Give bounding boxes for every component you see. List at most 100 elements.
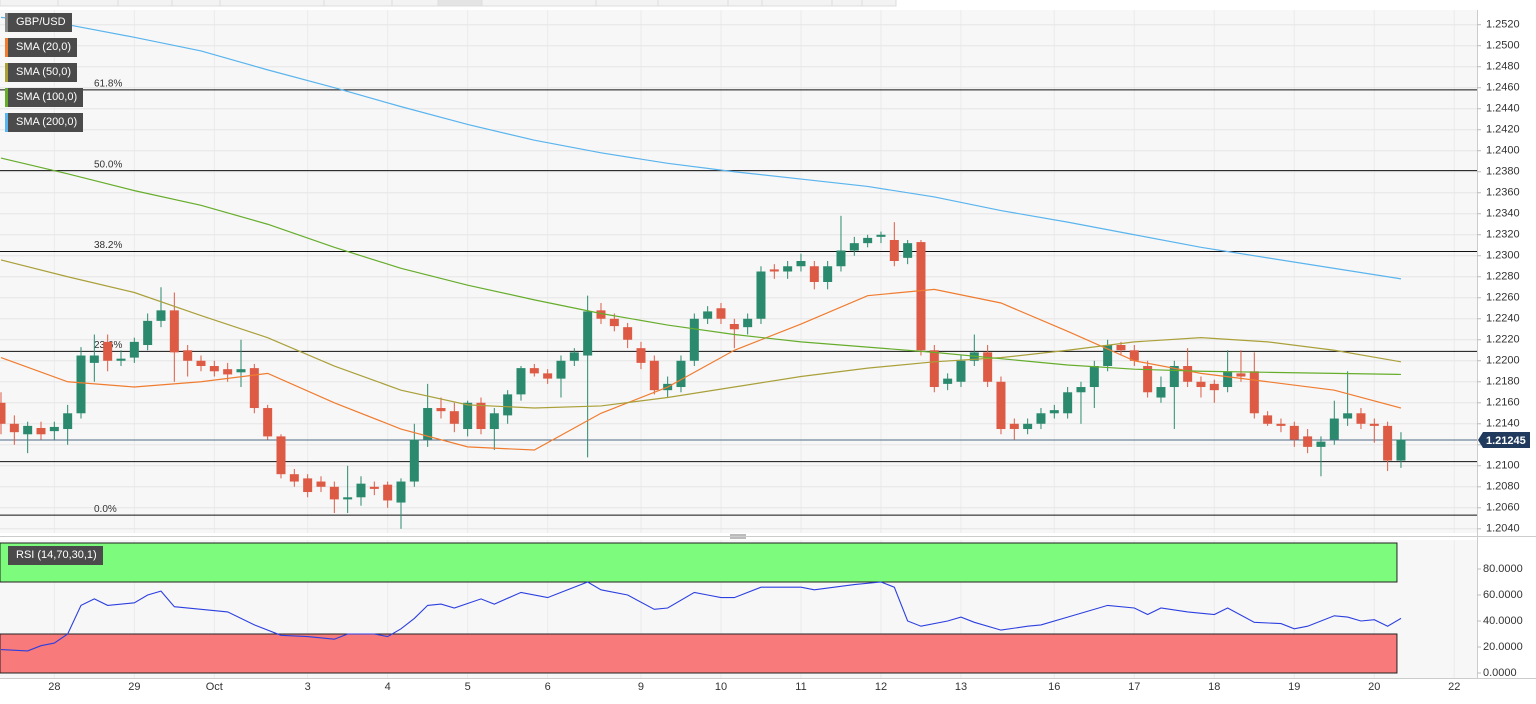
candle-body	[449, 411, 459, 424]
candle-body	[503, 394, 513, 416]
candle-body	[703, 311, 713, 319]
y-tick-label: 1.2500	[1486, 40, 1520, 52]
fib-level-label: 0.0%	[94, 504, 117, 515]
fib-level-label: 61.8%	[94, 78, 122, 89]
candle-body	[1316, 441, 1326, 447]
y-tick-label: 1.2180	[1486, 376, 1520, 388]
candle-body	[1063, 392, 1073, 414]
x-tick-label: 13	[955, 681, 967, 693]
legend-item[interactable]: SMA (100,0)	[5, 88, 84, 107]
candle-body	[1383, 425, 1393, 461]
candle-body	[716, 308, 726, 319]
candle-body	[1103, 345, 1113, 367]
sma-line	[0, 16, 1402, 280]
candle-body	[1236, 373, 1246, 377]
legend-item[interactable]: RSI (14,70,30,1)	[5, 546, 103, 565]
y-tick-label: 1.2340	[1486, 208, 1520, 220]
candle-body	[623, 327, 633, 340]
y-tick-label: 1.2360	[1486, 187, 1520, 199]
candle-body	[556, 360, 566, 379]
candle-body	[583, 311, 593, 356]
candle-body	[1143, 366, 1153, 393]
y-tick-label: 1.2520	[1486, 19, 1520, 31]
candle-body	[129, 341, 139, 358]
candle-body	[596, 310, 606, 319]
candle-body	[729, 324, 739, 330]
candle-body	[1036, 413, 1046, 424]
candle-body	[183, 350, 193, 361]
x-tick-label: 29	[128, 681, 140, 693]
candle-body	[1329, 418, 1339, 440]
overbought-zone	[0, 542, 1398, 583]
candle-body	[343, 497, 353, 500]
candle-body	[423, 408, 433, 440]
y-tick-label: 1.2240	[1486, 313, 1520, 325]
oversold-zone	[0, 633, 1398, 674]
legend-item[interactable]: SMA (200,0)	[5, 113, 84, 132]
candle-body	[903, 243, 913, 258]
candle-body	[943, 378, 953, 384]
y-tick-label: 1.2140	[1486, 418, 1520, 430]
last-price-badge: 1.21245	[1478, 432, 1530, 449]
y-tick-label: 1.2400	[1486, 145, 1520, 157]
candle-body	[783, 266, 793, 272]
candle-body	[116, 358, 126, 361]
candle-body	[1183, 366, 1193, 382]
price-panel	[0, 10, 1477, 533]
candle-body	[49, 426, 59, 432]
y-tick-label: 20.0000	[1483, 641, 1523, 653]
y-tick-label: 1.2160	[1486, 397, 1520, 409]
rsi-line	[0, 581, 1402, 652]
candle-body	[1276, 423, 1286, 426]
candle-body	[796, 260, 806, 267]
y-tick-label: 1.2220	[1486, 334, 1520, 346]
y-tick-label: 1.2260	[1486, 292, 1520, 304]
x-tick-label: 19	[1288, 681, 1300, 693]
x-tick-label: 6	[545, 681, 551, 693]
resize-handle[interactable]	[730, 534, 746, 539]
candle-body	[263, 408, 273, 437]
sma-line	[0, 288, 1402, 451]
candle-body	[463, 402, 473, 430]
candle-body	[823, 266, 833, 283]
candle-body	[36, 427, 46, 435]
y-tick-label: 1.2440	[1486, 103, 1520, 115]
candle-body	[1249, 371, 1259, 414]
candle-body	[1343, 413, 1353, 419]
candle-body	[863, 237, 873, 244]
candle-body	[889, 239, 899, 261]
candle-body	[809, 266, 819, 283]
candle-body	[209, 366, 219, 372]
candle-body	[636, 348, 646, 363]
candle-body	[1116, 345, 1126, 351]
y-tick-label: 1.2460	[1486, 82, 1520, 94]
candle-body	[289, 474, 299, 482]
toolbar-tabs	[0, 0, 897, 7]
last-price-label: 1.21245	[1486, 435, 1526, 447]
candle-body	[756, 271, 766, 319]
candle-body	[436, 408, 446, 412]
candle-body	[743, 318, 753, 328]
candle-body	[63, 413, 73, 430]
candle-body	[1076, 387, 1086, 393]
candle-body	[0, 402, 6, 424]
legend-item[interactable]: GBP/USD	[5, 13, 72, 32]
candle-body	[876, 234, 886, 237]
legend-item[interactable]: SMA (20,0)	[5, 38, 78, 57]
candle-body	[383, 484, 393, 501]
candle-body	[409, 439, 419, 482]
candle-body	[236, 369, 246, 373]
candle-body	[89, 355, 99, 363]
y-tick-label: 0.0000	[1483, 667, 1517, 679]
candle-body	[1089, 366, 1099, 388]
y-tick-label: 1.2320	[1486, 229, 1520, 241]
legend-item[interactable]: SMA (50,0)	[5, 63, 78, 82]
x-tick-label: 28	[48, 681, 60, 693]
candle-body	[569, 352, 579, 361]
candle-body	[996, 381, 1006, 430]
candle-body	[983, 352, 993, 382]
candle-body	[676, 360, 686, 388]
candle-body	[9, 423, 19, 433]
